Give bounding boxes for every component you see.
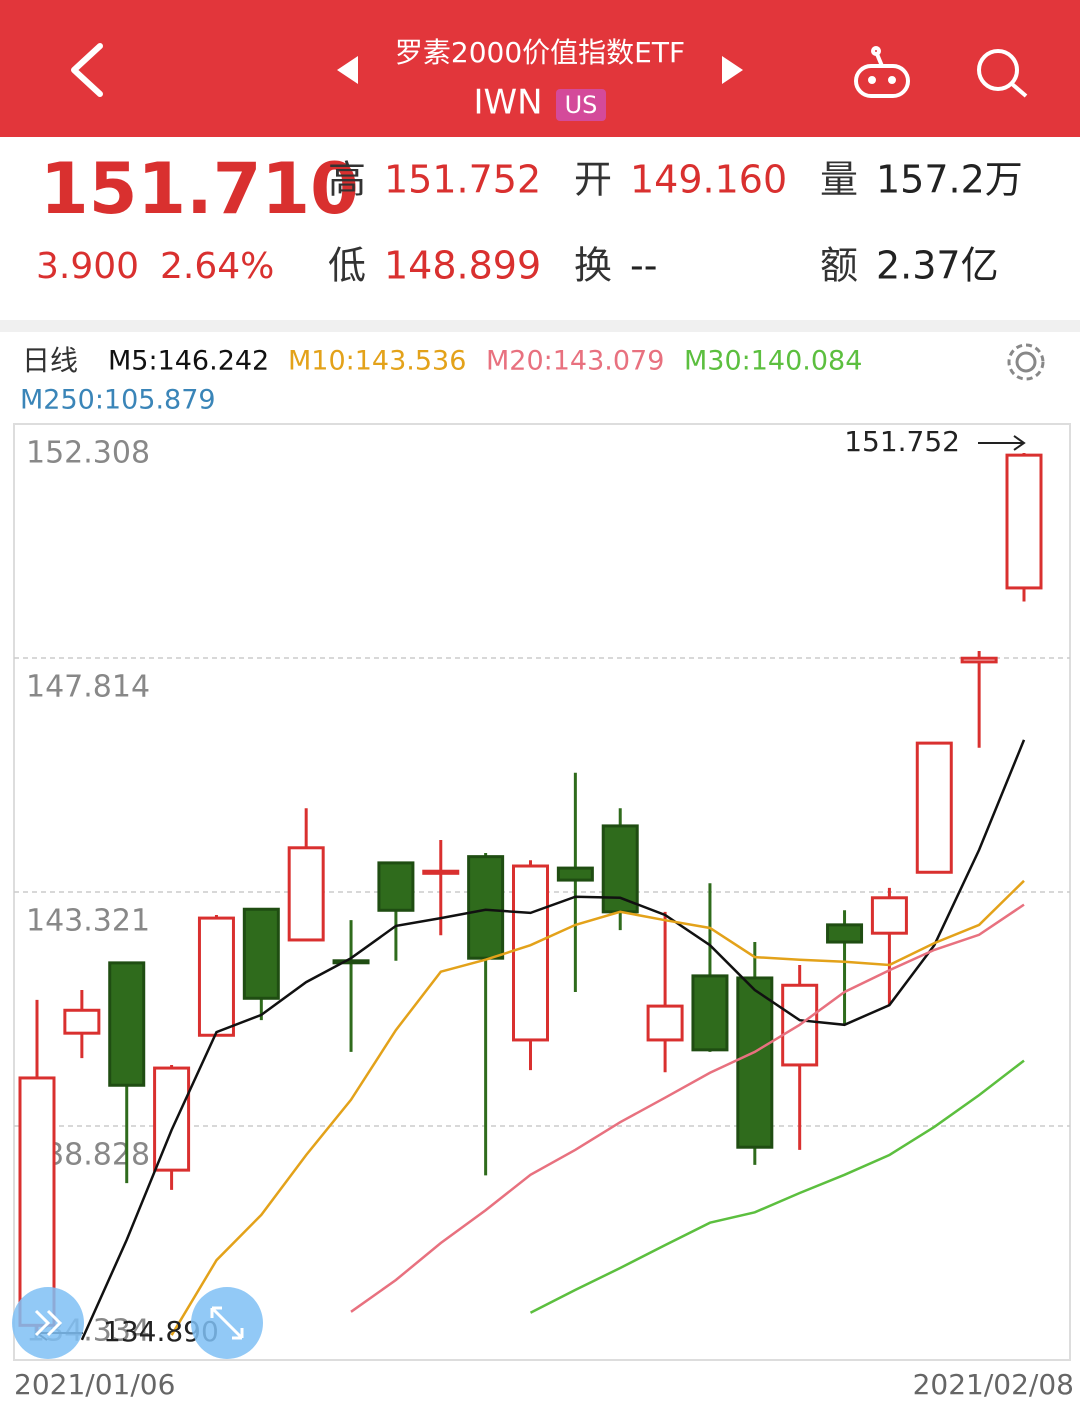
candle-body: [870, 896, 908, 935]
separator: [0, 320, 1080, 332]
field-label: 额: [820, 244, 858, 288]
candle-body: [108, 961, 146, 1087]
prev-button[interactable]: [337, 56, 358, 84]
field-label: 换: [574, 244, 612, 288]
field-label: 量: [820, 158, 858, 202]
settings-icon[interactable]: [1007, 343, 1045, 381]
candle-body: [242, 907, 280, 1000]
field-label: 低: [328, 244, 366, 288]
field-value: 2.37亿: [876, 244, 999, 288]
y-tick-label: 147.814: [26, 670, 150, 705]
back-button[interactable]: [71, 43, 103, 97]
candle-body: [556, 866, 594, 882]
candle-body: [512, 864, 549, 1042]
field-label: 高: [328, 158, 366, 202]
field-value: 151.752: [384, 158, 541, 202]
next-button[interactable]: [722, 56, 743, 84]
ma-line: [80, 739, 1026, 1341]
ma-legend: M30:140.084: [684, 346, 862, 377]
annotation-label: 151.752: [844, 425, 960, 458]
ma-legend: M20:143.079: [486, 346, 664, 377]
candle-body: [18, 1076, 56, 1327]
y-tick-label: 143.321: [26, 904, 150, 939]
market: US: [565, 91, 598, 119]
search-icon[interactable]: [977, 49, 1028, 98]
candle-body: [197, 916, 235, 1037]
candle-body: [467, 855, 505, 960]
robot-icon[interactable]: [854, 46, 910, 98]
candle-body: [960, 656, 998, 664]
candle-body: [691, 974, 729, 1052]
ma-legend: M5:146.242: [108, 346, 269, 377]
field-value: 148.899: [384, 244, 541, 288]
fund-title: 罗素2000价值指数ETF: [395, 36, 685, 69]
candle-body: [153, 1066, 191, 1172]
field-label: 开: [574, 158, 612, 202]
ma-line: [350, 903, 1025, 1313]
candle-body: [915, 741, 953, 874]
y-tick-label: 152.308: [26, 436, 150, 471]
x-tick-label: 2021/02/08: [913, 1368, 1074, 1401]
candle-body: [63, 1008, 101, 1035]
field-value: 157.2万: [876, 158, 1023, 202]
symbol: IWN: [473, 83, 542, 123]
candle-body: [332, 959, 370, 965]
annotation-arrow: [978, 435, 1026, 451]
quote-fields: 高 151.752 开 149.160 量 157.2万低 148.899 换 -- 额 2.37亿: [328, 158, 1023, 288]
field-value: --: [630, 244, 657, 288]
ma-line: [529, 1059, 1025, 1314]
market-badge: [556, 89, 606, 121]
candle-body: [1005, 453, 1043, 590]
candle-body: [377, 861, 415, 912]
change-pct: 2.64%: [160, 246, 274, 287]
candle-body: [736, 976, 774, 1149]
change: 3.900: [36, 246, 139, 287]
fullscreen-icon: [210, 1306, 244, 1340]
candle-body: [826, 923, 864, 944]
period: 日线: [22, 344, 78, 377]
candle-body: [287, 846, 325, 942]
ma-legend: M250:105.879: [20, 385, 216, 416]
price: 151.710: [40, 148, 359, 230]
candle-body: [646, 1004, 684, 1042]
candle-body: [422, 869, 460, 875]
ma-line: [170, 879, 1025, 1336]
float-icon: [34, 1309, 63, 1337]
x-tick-label: 2021/01/06: [14, 1368, 175, 1401]
field-value: 149.160: [630, 158, 787, 202]
ma-legend: M10:143.536: [288, 346, 466, 377]
